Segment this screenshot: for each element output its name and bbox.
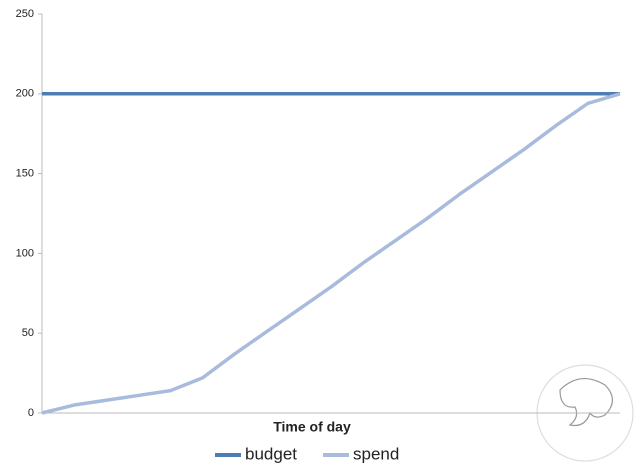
y-tick-label: 150: [16, 168, 34, 180]
legend-label: spend: [353, 444, 399, 463]
x-axis-label: Time of day: [273, 419, 351, 435]
y-tick-label: 50: [22, 327, 34, 339]
y-tick-label: 100: [16, 247, 34, 259]
y-tick-label: 0: [28, 407, 34, 419]
series-line: [41, 92, 621, 415]
legend-label: budget: [245, 444, 297, 463]
y-tick-label: 250: [16, 8, 34, 20]
y-tick-label: 200: [16, 88, 34, 100]
